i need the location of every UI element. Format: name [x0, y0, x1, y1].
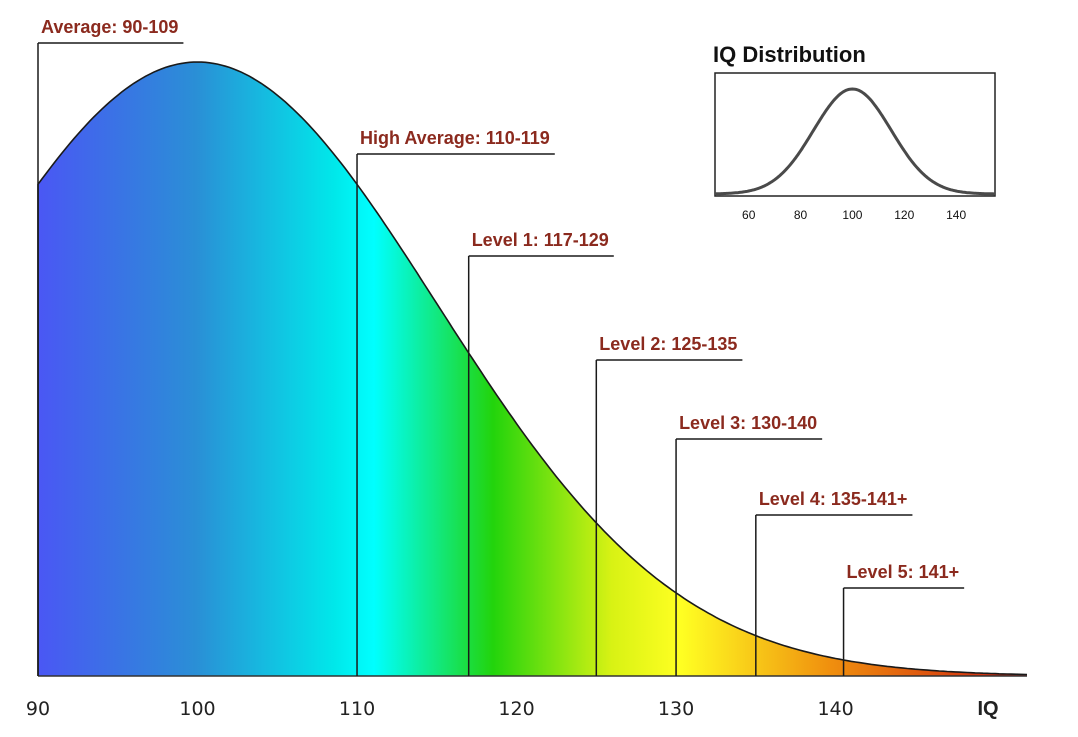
level-label: Level 2: 125-135 [599, 334, 737, 354]
level-label: Level 5: 141+ [847, 562, 960, 582]
level-label: High Average: 110-119 [360, 128, 550, 148]
distribution-area [38, 62, 1027, 676]
x-tick-label: 130 [658, 698, 694, 720]
inset-chart: IQ Distribution 60 80 100 120 140 [713, 42, 996, 222]
inset-x-tick-label: 100 [842, 208, 862, 222]
inset-x-tick-label: 120 [894, 208, 914, 222]
inset-distribution-curve [715, 87, 995, 196]
inset-title: IQ Distribution [713, 42, 866, 67]
distribution-curve [37, 61, 1028, 676]
x-tick-label: 140 [817, 698, 853, 720]
main-plot: Average: 90-109 High Average: 110-119 Leve… [26, 17, 1028, 720]
x-axis-title: IQ [977, 698, 998, 720]
level-label: Level 3: 130-140 [679, 413, 817, 433]
inset-x-tick-label: 60 [742, 208, 756, 222]
inset-x-tick-label: 80 [794, 208, 808, 222]
x-tick-label: 110 [339, 698, 375, 720]
x-tick-label: 120 [498, 698, 534, 720]
inset-frame [714, 72, 996, 197]
x-tick-label: 90 [26, 698, 50, 720]
level-label: Average: 90-109 [41, 17, 178, 37]
level-label: Level 4: 135-141+ [759, 489, 908, 509]
inset-x-tick-label: 140 [946, 208, 966, 222]
x-tick-label: 100 [179, 698, 215, 720]
level-label: Level 1: 117-129 [472, 230, 609, 250]
